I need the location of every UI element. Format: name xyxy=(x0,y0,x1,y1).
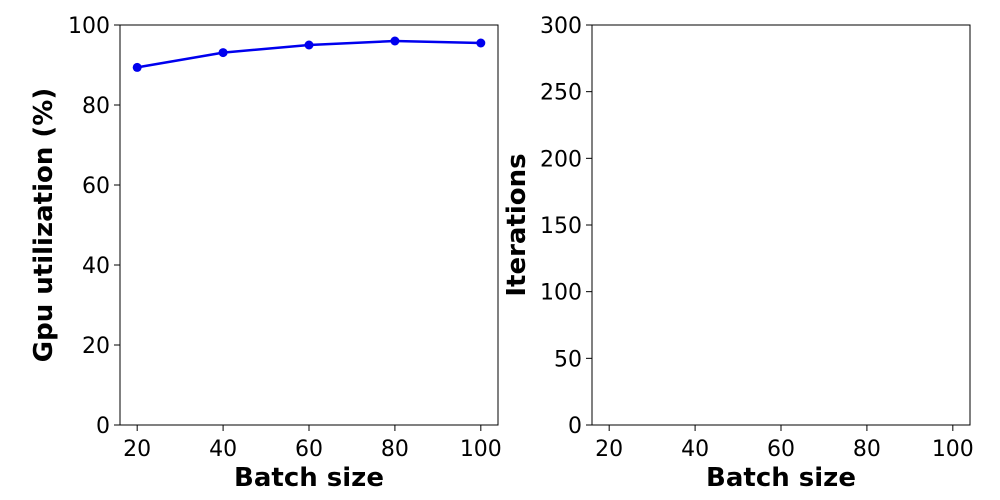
x-tick-label: 20 xyxy=(123,437,151,462)
x-tick-label: 100 xyxy=(932,437,974,462)
data-point xyxy=(304,40,314,50)
y-tick-label: 20 xyxy=(82,334,110,359)
y-tick-label: 0 xyxy=(568,414,582,439)
y-tick-label: 200 xyxy=(540,147,582,172)
y-tick-label: 60 xyxy=(82,174,110,199)
x-tick-label: 40 xyxy=(681,437,709,462)
plot-frame xyxy=(591,24,971,426)
y-tick-label: 50 xyxy=(554,347,582,372)
right-chart-panel: 20 40 60 80 100 0 50 100 150 200 250 300 Batch size I… xyxy=(502,14,974,493)
x-tick-label: 80 xyxy=(381,437,409,462)
data-point xyxy=(132,62,142,72)
x-tick-label: 40 xyxy=(209,437,237,462)
y-axis-label: Iterations xyxy=(502,153,532,296)
x-tick-label: 60 xyxy=(295,437,323,462)
y-axis-label: Gpu utilization (%) xyxy=(29,88,59,362)
y-tick-label: 300 xyxy=(540,14,582,39)
y-tick-label: 250 xyxy=(540,81,582,106)
y-tick-label: 100 xyxy=(68,14,110,39)
x-tick-label: 80 xyxy=(853,437,881,462)
x-tick-label: 60 xyxy=(767,437,795,462)
y-tick-label: 100 xyxy=(540,281,582,306)
x-axis-label: Batch size xyxy=(234,463,384,493)
data-point xyxy=(390,36,400,46)
y-tick-label: 80 xyxy=(82,94,110,119)
plot-frame xyxy=(119,24,499,426)
x-tick-label: 20 xyxy=(595,437,623,462)
y-tick-label: 40 xyxy=(82,254,110,279)
x-tick-label: 100 xyxy=(460,437,502,462)
left-chart-panel: 20 40 60 80 100 0 20 40 60 80 100 Batch size Gpu uti… xyxy=(29,14,502,493)
data-point xyxy=(476,38,486,48)
y-tick-label: 150 xyxy=(540,214,582,239)
y-tick-label: 0 xyxy=(96,414,110,439)
x-axis-label: Batch size xyxy=(706,463,856,493)
data-point xyxy=(218,48,228,58)
